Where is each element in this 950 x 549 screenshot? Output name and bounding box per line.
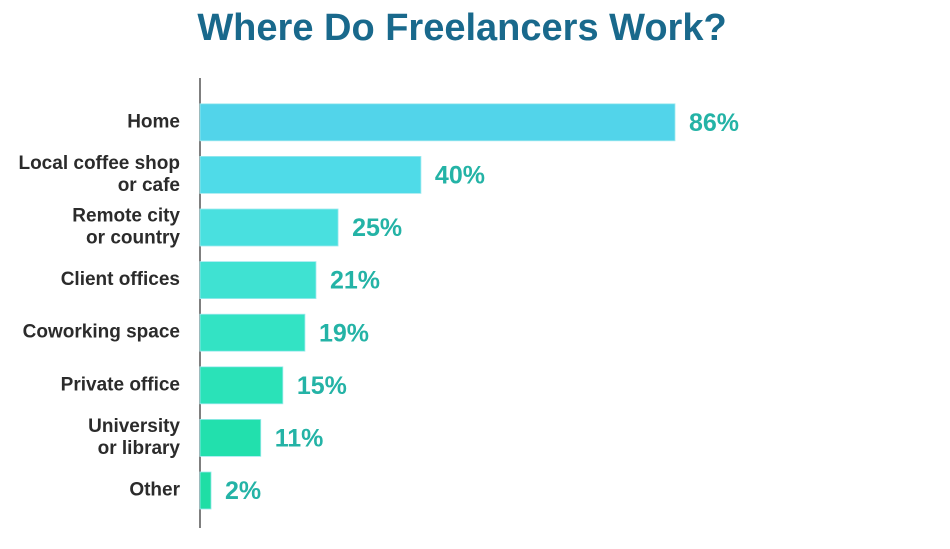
bar [199, 313, 306, 352]
y-tick-label: Other [129, 480, 180, 501]
bar [199, 418, 262, 457]
bar [199, 103, 676, 142]
y-tick-label: Private office [61, 374, 180, 395]
y-tick-label: Client offices [61, 269, 180, 290]
data-label: 25% [352, 214, 402, 242]
y-tick-label: University or library [88, 416, 180, 459]
y-tick-label: Remote city or country [72, 206, 180, 249]
data-label: 40% [435, 162, 485, 190]
bar [199, 208, 339, 247]
y-tick-label: Local coffee shop or cafe [18, 153, 180, 196]
bar [199, 261, 317, 300]
data-label: 11% [275, 425, 324, 453]
bar [199, 471, 212, 510]
data-label: 19% [319, 319, 369, 347]
data-label: 21% [330, 267, 380, 295]
data-label: 15% [297, 372, 347, 400]
chart-title: Where Do Freelancers Work? [197, 7, 726, 49]
bar [199, 366, 284, 405]
data-label: 86% [689, 109, 739, 137]
y-tick-label: Home [127, 111, 180, 132]
data-label: 2% [225, 477, 261, 505]
y-tick-label: Coworking space [23, 322, 180, 343]
bar [199, 155, 422, 194]
